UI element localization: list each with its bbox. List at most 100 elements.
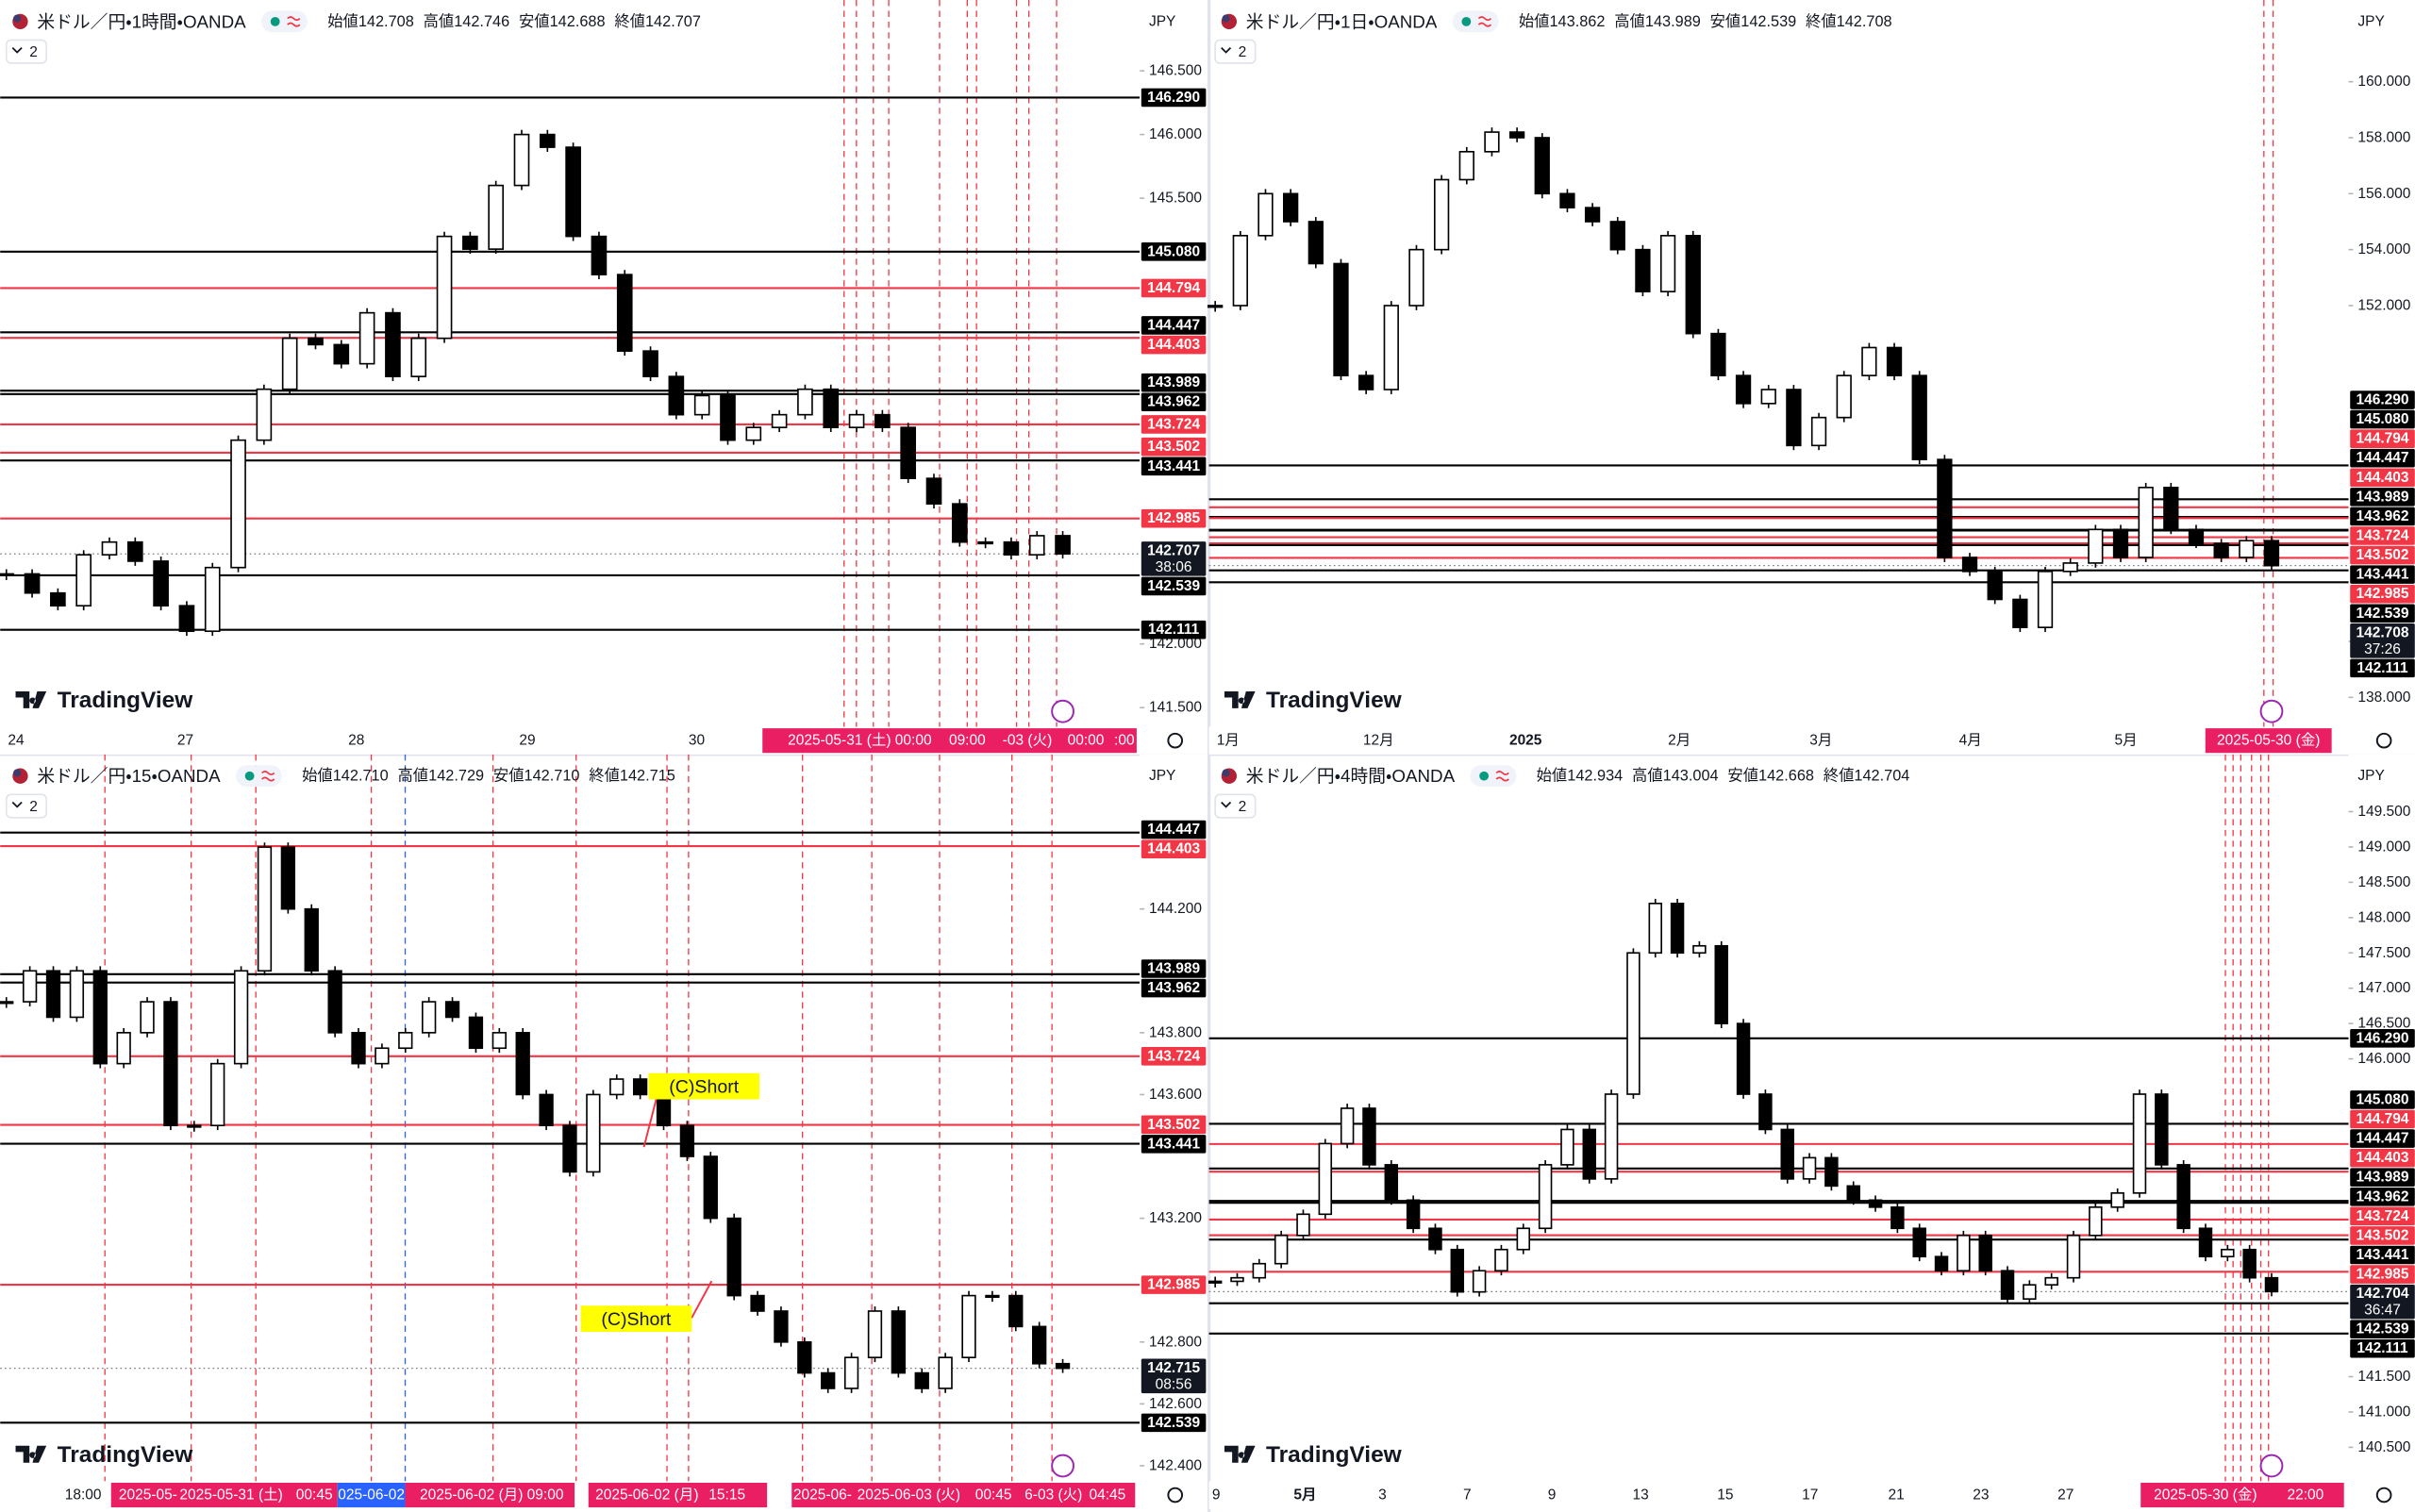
candle <box>140 1001 155 1034</box>
candle <box>410 337 427 377</box>
candle <box>642 350 658 377</box>
y-tick-label: 142.400 <box>1149 1457 1202 1473</box>
logo-mark <box>1224 1445 1256 1463</box>
logo-mark <box>1224 690 1256 708</box>
logo-text: TradingView <box>58 688 194 713</box>
candle <box>843 1356 859 1389</box>
candle <box>1890 1206 1905 1230</box>
candle <box>2089 1206 2103 1237</box>
price-level-box <box>2350 1265 2415 1284</box>
price-level-box <box>2350 1226 2415 1245</box>
price-level-box <box>1141 839 1207 858</box>
candle <box>1836 374 1852 419</box>
price-level-box <box>1141 1046 1207 1066</box>
candle <box>230 439 246 569</box>
annotation-text: (C)Short <box>601 1309 672 1330</box>
annotation-box <box>648 1072 759 1100</box>
candle <box>1846 1185 1860 1202</box>
price-axis <box>1140 0 1208 727</box>
pane-chevron <box>1221 801 1232 808</box>
price-level-box <box>2350 448 2415 468</box>
candle <box>2242 1248 2257 1279</box>
candle <box>1008 1294 1024 1328</box>
price-level-box <box>2350 1320 2415 1338</box>
candle <box>204 566 221 633</box>
logo-mark <box>15 690 47 708</box>
candle <box>491 1032 507 1050</box>
price-level-box <box>1141 392 1207 412</box>
candle <box>1987 571 2003 601</box>
price-level-label: 143.502 <box>1147 1117 1200 1133</box>
candle <box>539 1093 554 1127</box>
price-level-box <box>2350 1129 2415 1148</box>
candle <box>422 1001 437 1034</box>
ohlc-value: 高値143.989 <box>1614 13 1701 30</box>
candle <box>178 605 195 633</box>
x-tick-label: 9 <box>1212 1487 1221 1504</box>
logo-text: TradingView <box>1266 688 1403 713</box>
candle <box>1584 207 1601 223</box>
x-tick-label: 29 <box>519 733 535 749</box>
y-tick-label: 142.000 <box>1149 636 1202 652</box>
candle <box>1333 262 1349 376</box>
chart-pane: 149.500 149.000 148.500 148.000 147.500 147.0… <box>1208 754 2415 1509</box>
price-level-label: 143.724 <box>2356 527 2408 543</box>
pane-toggle <box>1214 39 1257 64</box>
settings-icon <box>1167 732 1184 749</box>
candle <box>726 1217 741 1297</box>
candle <box>1802 1156 1817 1180</box>
annotation-arrow <box>691 1280 713 1319</box>
candle <box>679 1124 695 1157</box>
candle <box>1824 1156 1839 1188</box>
y-tick-label: 141.500 <box>1149 700 1202 716</box>
current-price-label: 142.707 <box>1147 542 1200 558</box>
candle <box>977 540 993 545</box>
price-level-box <box>1141 508 1207 528</box>
candle <box>2138 487 2154 558</box>
price-level-box <box>1141 88 1207 108</box>
y-tick-label: 148.500 <box>2357 874 2410 890</box>
candle <box>1433 178 1450 251</box>
price-level-label: 142.111 <box>2357 660 2408 676</box>
candle <box>1494 1248 1508 1272</box>
price-level-label: 143.502 <box>2356 1227 2408 1243</box>
crosshair-time-label: 2025-05-31 (土) <box>788 732 891 749</box>
candle <box>1957 1234 1971 1272</box>
candle <box>1714 944 1728 1024</box>
candle <box>2110 1192 2124 1208</box>
crosshair-time-label: 2025-06-03 (火) <box>858 1487 960 1504</box>
crosshair-time-label: -03 (火) <box>1003 733 1053 749</box>
candle <box>2176 1164 2190 1230</box>
candle <box>1055 1362 1071 1370</box>
candle <box>2163 487 2179 531</box>
candle <box>1861 346 1877 376</box>
candle <box>616 274 633 352</box>
settings-icon <box>2375 732 2392 749</box>
price-level-box <box>1141 457 1207 476</box>
candle <box>2132 1093 2147 1194</box>
ohlc-value: 終値142.704 <box>1824 768 1910 785</box>
price-level-box <box>1141 1115 1207 1135</box>
y-tick-label: 145.500 <box>1149 191 1202 207</box>
countdown-label: 36:47 <box>2364 1303 2401 1319</box>
y-tick-label: 142.600 <box>1149 1396 1202 1412</box>
chart-pane: 160.000158.000156.000154.000152.000140.0… <box>1208 0 2415 755</box>
x-tick-label: 9 <box>1548 1487 1557 1504</box>
candle <box>1450 1248 1465 1293</box>
price-level-label: 144.403 <box>2356 1150 2408 1166</box>
y-tick-label: 146.000 <box>1149 126 1202 142</box>
crosshair-time-box <box>588 1482 768 1508</box>
status-badge <box>261 10 308 33</box>
candle <box>1635 248 1651 292</box>
y-tick-label: 146.500 <box>2357 1016 2410 1032</box>
status-badge <box>1452 10 1499 33</box>
candle <box>565 146 581 238</box>
pane-toggle <box>5 793 47 819</box>
price-level-label: 142.539 <box>2356 606 2408 622</box>
candle <box>1383 305 1399 390</box>
pane-toggle <box>1214 793 1257 819</box>
y-tick-label: 147.500 <box>2357 945 2410 961</box>
price-level-box <box>1141 1413 1207 1433</box>
candle <box>562 1124 577 1173</box>
